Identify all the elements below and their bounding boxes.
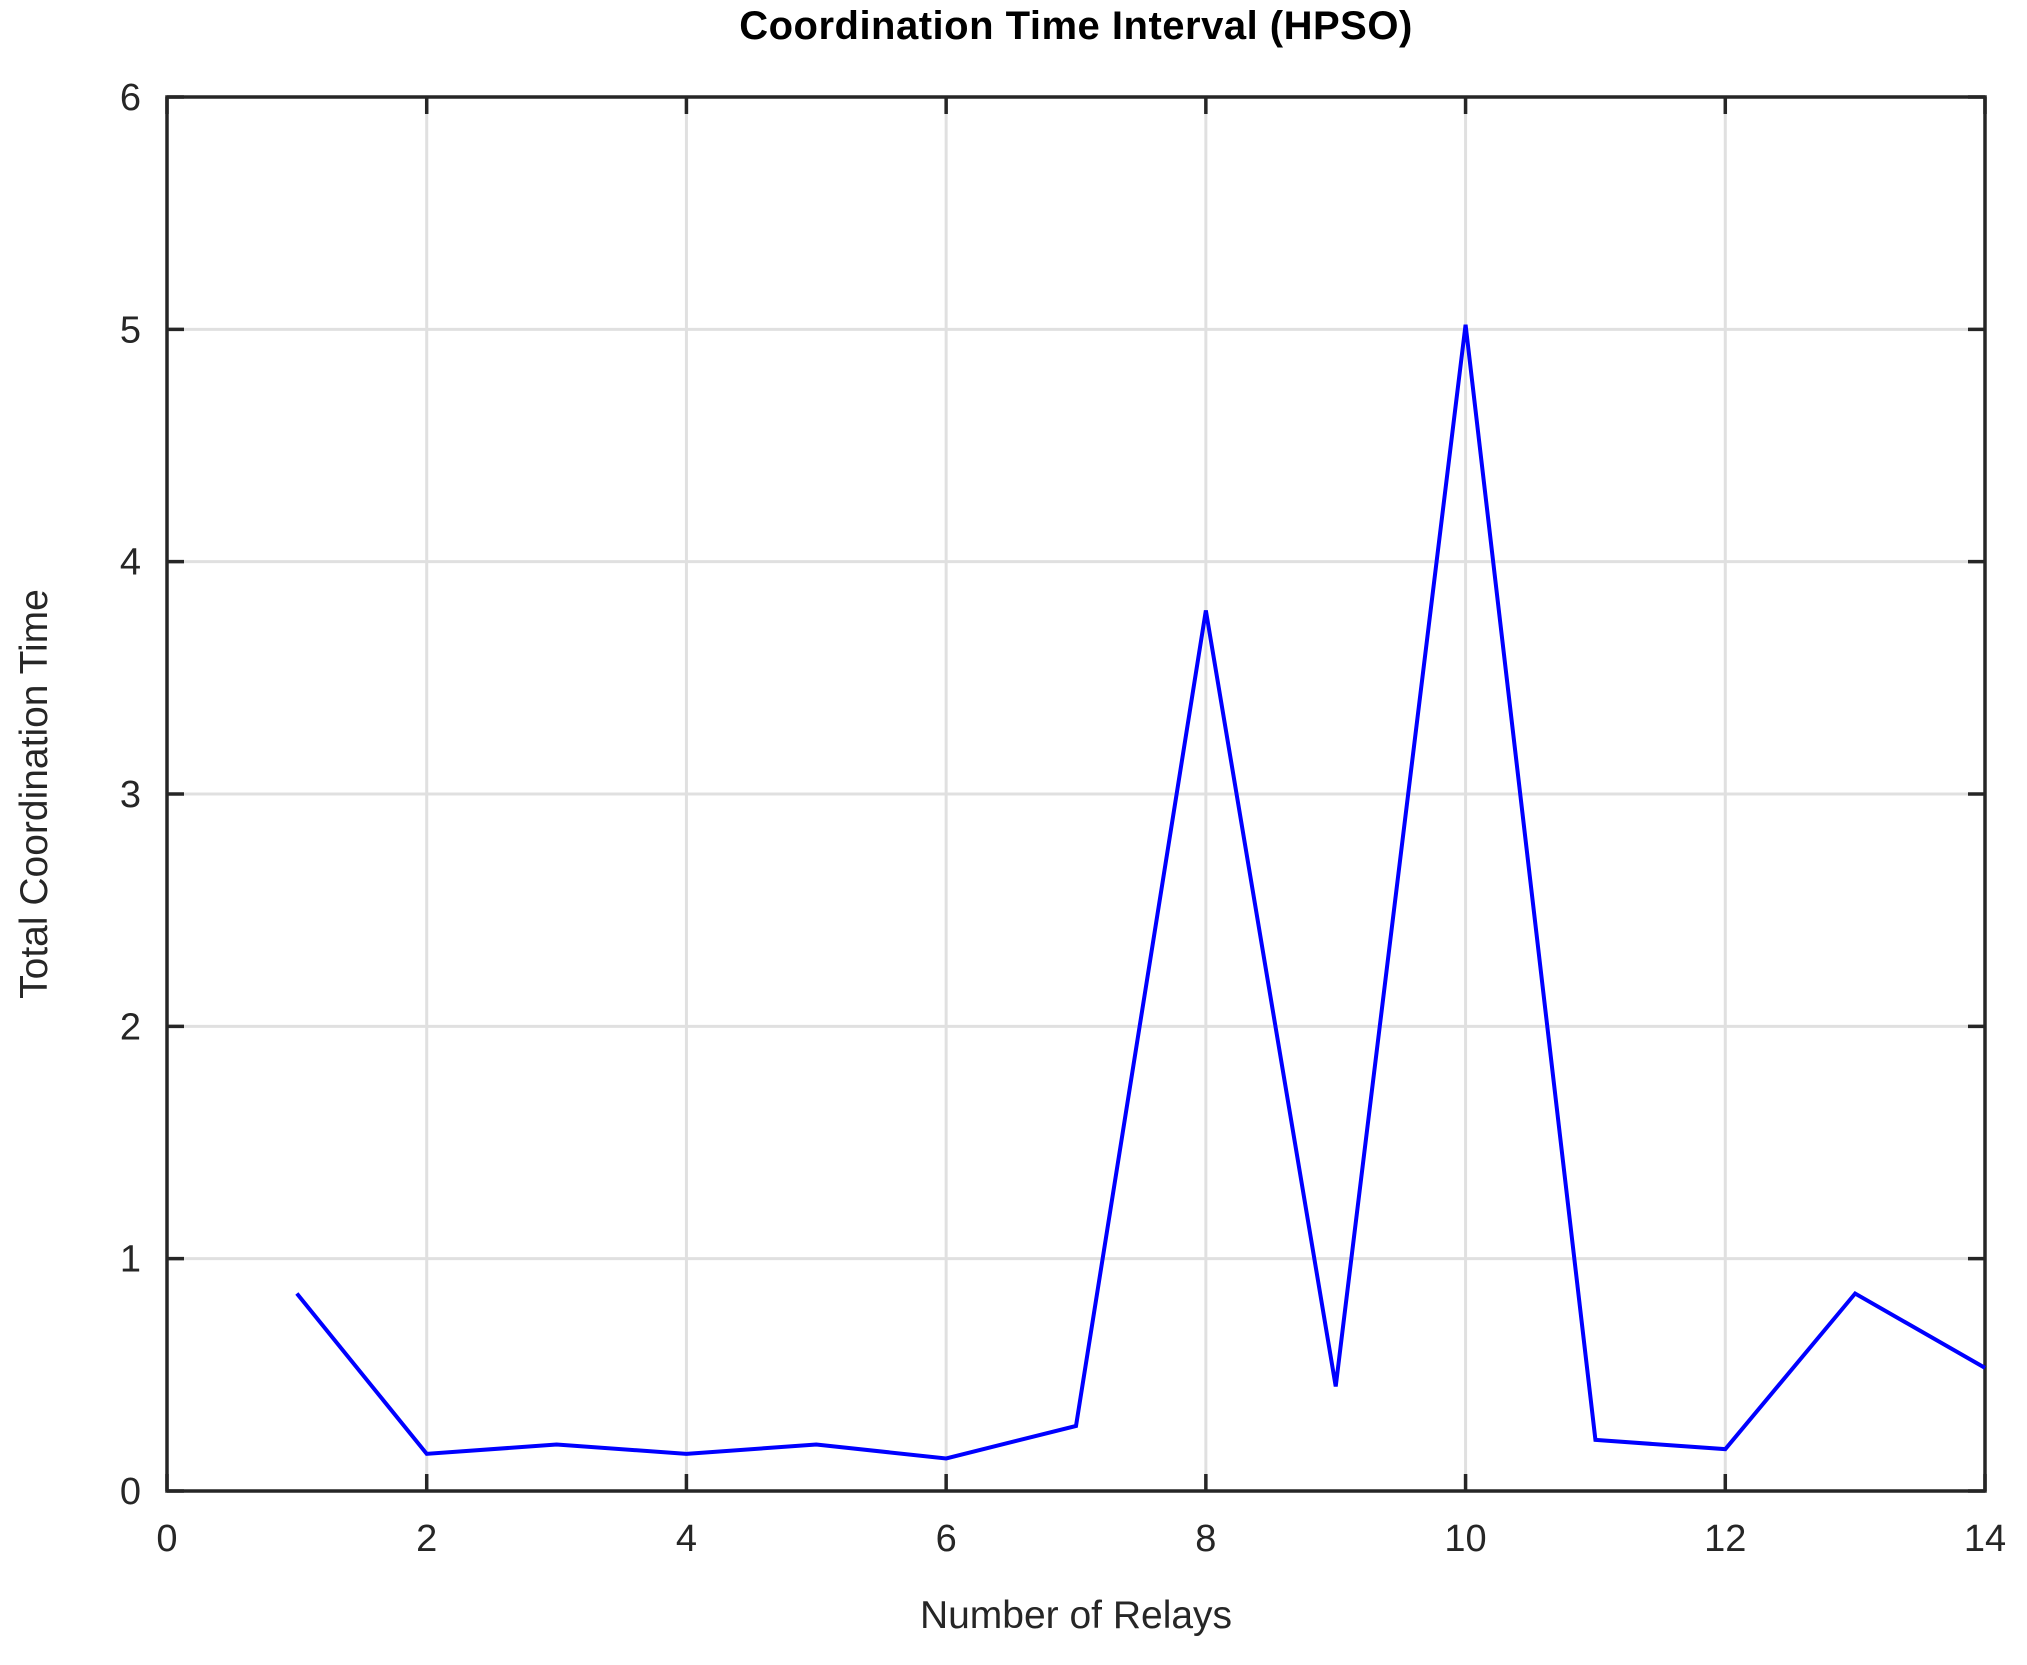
y-tick-label: 4	[120, 542, 141, 584]
y-tick-label: 1	[120, 1239, 141, 1281]
x-tick-label: 10	[1444, 1518, 1486, 1560]
y-tick-label: 3	[120, 774, 141, 816]
y-tick-label: 0	[120, 1471, 141, 1513]
y-tick-label: 2	[120, 1006, 141, 1048]
x-axis-label: Number of Relays	[919, 1594, 1233, 1637]
x-tick-label: 8	[1195, 1518, 1216, 1560]
x-tick-label: 6	[936, 1518, 957, 1560]
x-tick-label: 12	[1704, 1518, 1746, 1560]
x-tick-label: 0	[156, 1518, 177, 1560]
chart-title: Coordination Time Interval (HPSO)	[739, 4, 1413, 48]
x-tick-label: 14	[1964, 1518, 2006, 1560]
data-line	[295, 324, 1986, 1461]
x-tick-label: 2	[416, 1518, 437, 1560]
x-tick-label: 4	[676, 1518, 697, 1560]
y-tick-label: 6	[120, 77, 141, 119]
y-tick-label: 5	[120, 309, 141, 351]
